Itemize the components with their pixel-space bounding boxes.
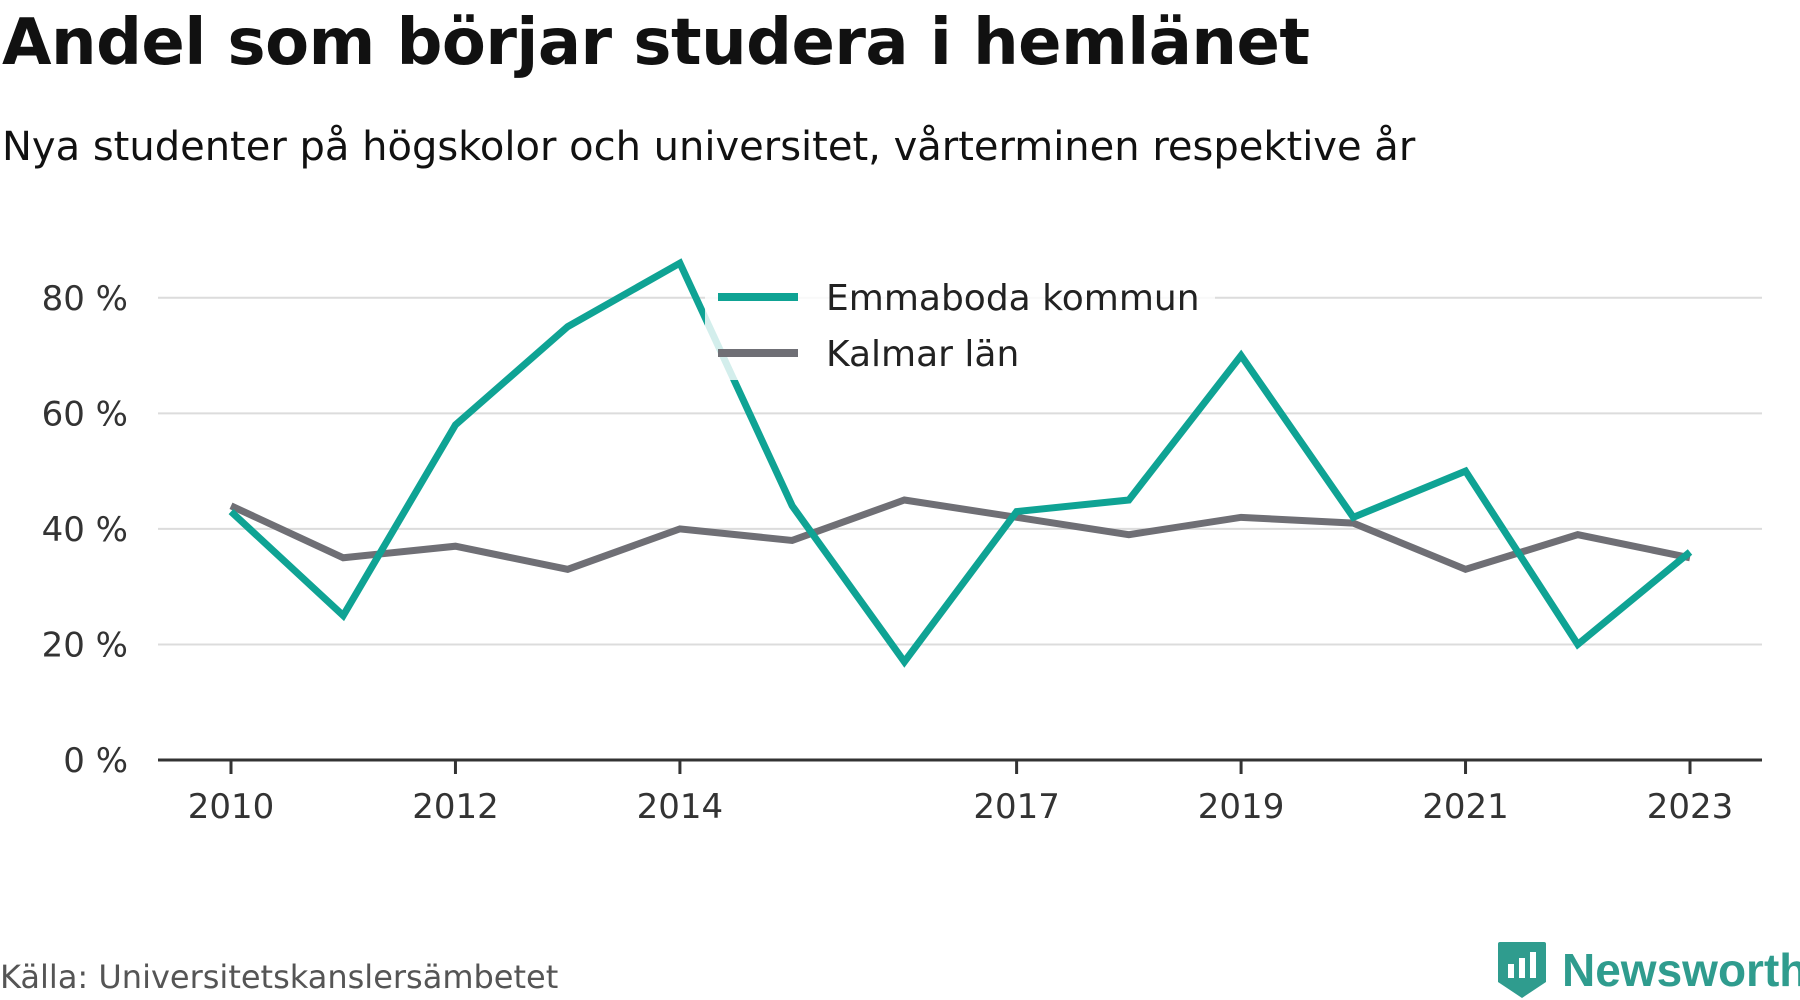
series-line-emmaboda-kommun [228, 258, 1693, 668]
y-tick-label: 60 % [42, 394, 128, 434]
brand-name: Newsworthy [1562, 944, 1800, 996]
legend-label: Kalmar län [826, 334, 1019, 375]
series-lines [228, 258, 1693, 668]
source-note: Källa: Universitetskanslersämbetet [0, 958, 559, 996]
chart-subtitle: Nya studenter på högskolor och universit… [2, 124, 1416, 170]
y-tick-label: 0 % [63, 741, 128, 781]
line-chart: 0 % 20 % 40 % 60 % 80 % 2010 2012 2014 2017 2019… [42, 258, 1762, 827]
x-tick-label: 2014 [637, 787, 724, 827]
legend: Emmaboda kommun Kalmar län [705, 268, 1215, 380]
series-line-kalmar-län [229, 496, 1691, 574]
y-tick-label: 40 % [42, 510, 128, 550]
x-tick-label: 2023 [1647, 787, 1734, 827]
legend-background [705, 268, 1215, 380]
newsworthy-logo-icon [1498, 942, 1546, 998]
x-tick-label: 2021 [1422, 787, 1509, 827]
brand-logo: Newsworthy [1496, 940, 1800, 1000]
y-axis-ticks: 0 % 20 % 40 % 60 % 80 % [42, 279, 128, 781]
y-tick-label: 20 % [42, 625, 128, 665]
x-tick-label: 2010 [188, 787, 275, 827]
x-tick-label: 2019 [1198, 787, 1285, 827]
y-tick-label: 80 % [42, 279, 128, 319]
chart-title: Andel som börjar studera i hemlänet [2, 6, 1310, 80]
x-axis: 2010 2012 2014 2017 2019 2021 2023 [158, 758, 1762, 827]
x-tick-label: 2017 [973, 787, 1060, 827]
legend-label: Emmaboda kommun [826, 278, 1200, 319]
x-tick-label: 2012 [412, 787, 499, 827]
